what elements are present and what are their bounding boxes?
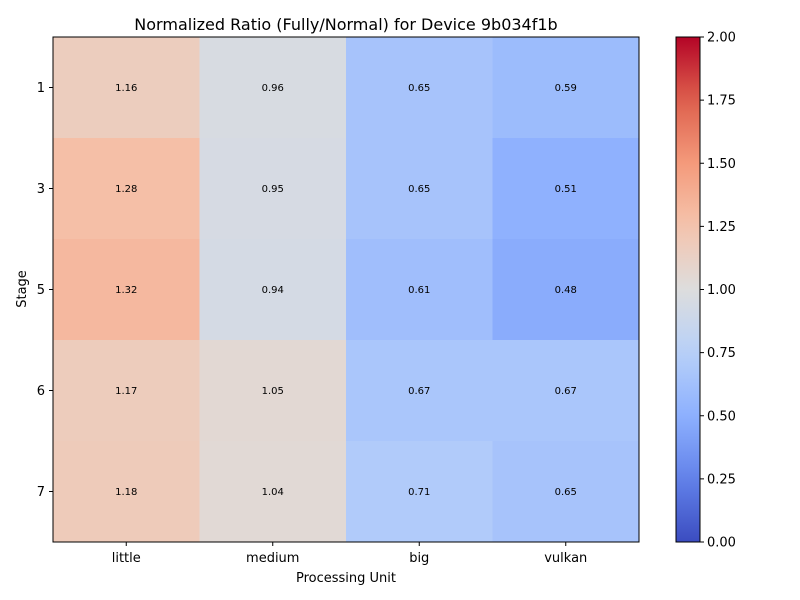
heatmap-cell-3-big <box>346 138 493 240</box>
heatmap-cell-5-medium <box>199 239 347 341</box>
cell-value-label: 0.65 <box>408 83 430 94</box>
cell-value-label: 0.94 <box>262 285 284 296</box>
heatmap-cell-3-vulkan <box>492 138 640 240</box>
colorbar-tick-label: 1.25 <box>707 220 736 235</box>
x-tick-label: vulkan <box>544 551 587 566</box>
colorbar-tick-label: 2.00 <box>707 31 736 46</box>
cell-value-label: 0.51 <box>555 184 577 195</box>
x-tick-label: big <box>409 551 429 566</box>
heatmap-cell-7-medium <box>199 441 347 543</box>
cell-value-label: 0.48 <box>555 285 577 296</box>
heatmap-cell-1-medium <box>199 37 347 139</box>
cell-value-label: 1.05 <box>262 386 284 397</box>
colorbar-tick-label: 0.50 <box>707 409 736 424</box>
cell-value-label: 0.61 <box>408 285 430 296</box>
cell-value-label: 1.32 <box>115 285 137 296</box>
heatmap-cell-6-big <box>346 340 493 442</box>
heatmap-cell-3-medium <box>199 138 347 240</box>
heatmap-cell-6-medium <box>199 340 347 442</box>
heatmap-cell-labels: 1.16 0.96 0.65 0.59 1.28 0.95 0.65 0.51 1.32 0.94… <box>115 83 577 498</box>
heatmap-cells <box>53 37 640 543</box>
heatmap-cell-7-little <box>53 441 200 543</box>
heatmap-cell-6-vulkan <box>492 340 640 442</box>
colorbar-tick-label: 1.50 <box>707 157 736 172</box>
colorbar-tick-label: 1.00 <box>707 283 736 298</box>
y-tick-label: 1 <box>37 81 45 96</box>
cell-value-label: 0.67 <box>555 386 577 397</box>
cell-value-label: 0.71 <box>408 487 430 498</box>
cell-value-label: 0.95 <box>262 184 284 195</box>
cell-value-label: 0.59 <box>555 83 577 94</box>
cell-value-label: 1.16 <box>115 83 137 94</box>
y-tick-label: 7 <box>37 485 45 500</box>
y-axis-ticks: 1 3 5 6 7 <box>37 81 53 500</box>
heatmap-cell-5-little <box>53 239 200 341</box>
heatmap-cell-3-little <box>53 138 200 240</box>
heatmap-cell-5-big <box>346 239 493 341</box>
cell-value-label: 1.04 <box>262 487 284 498</box>
heatmap-cell-1-little <box>53 37 200 139</box>
x-axis-label: Processing Unit <box>296 571 396 586</box>
cell-value-label: 1.28 <box>115 184 137 195</box>
colorbar-tick-label: 0.00 <box>707 536 736 551</box>
cell-value-label: 0.65 <box>408 184 430 195</box>
y-tick-label: 5 <box>37 283 45 298</box>
heatmap-cell-7-vulkan <box>492 441 640 543</box>
heatmap-cell-5-vulkan <box>492 239 640 341</box>
cell-value-label: 1.18 <box>115 487 137 498</box>
x-axis-ticks: little medium big vulkan <box>112 542 587 566</box>
colorbar-tick-label: 0.75 <box>707 346 736 361</box>
y-tick-label: 6 <box>37 384 45 399</box>
colorbar-tick-label: 1.75 <box>707 94 736 109</box>
y-axis-label: Stage <box>15 270 30 308</box>
chart-title: Normalized Ratio (Fully/Normal) for Devi… <box>134 15 557 34</box>
cell-value-label: 0.96 <box>262 83 284 94</box>
y-tick-label: 3 <box>37 182 45 197</box>
colorbar-tick-label: 0.25 <box>707 472 736 487</box>
cell-value-label: 1.17 <box>115 386 137 397</box>
heatmap-cell-1-vulkan <box>492 37 640 139</box>
cell-value-label: 0.65 <box>555 487 577 498</box>
x-tick-label: medium <box>246 551 299 566</box>
heatmap-cell-7-big <box>346 441 493 543</box>
heatmap-cell-6-little <box>53 340 200 442</box>
x-tick-label: little <box>112 551 141 566</box>
colorbar <box>675 36 701 543</box>
colorbar-ticks: 0.00 0.25 0.50 0.75 1.00 1.25 1.50 1.75 2.00 <box>700 31 736 551</box>
heatmap-cell-1-big <box>346 37 493 139</box>
cell-value-label: 0.67 <box>408 386 430 397</box>
